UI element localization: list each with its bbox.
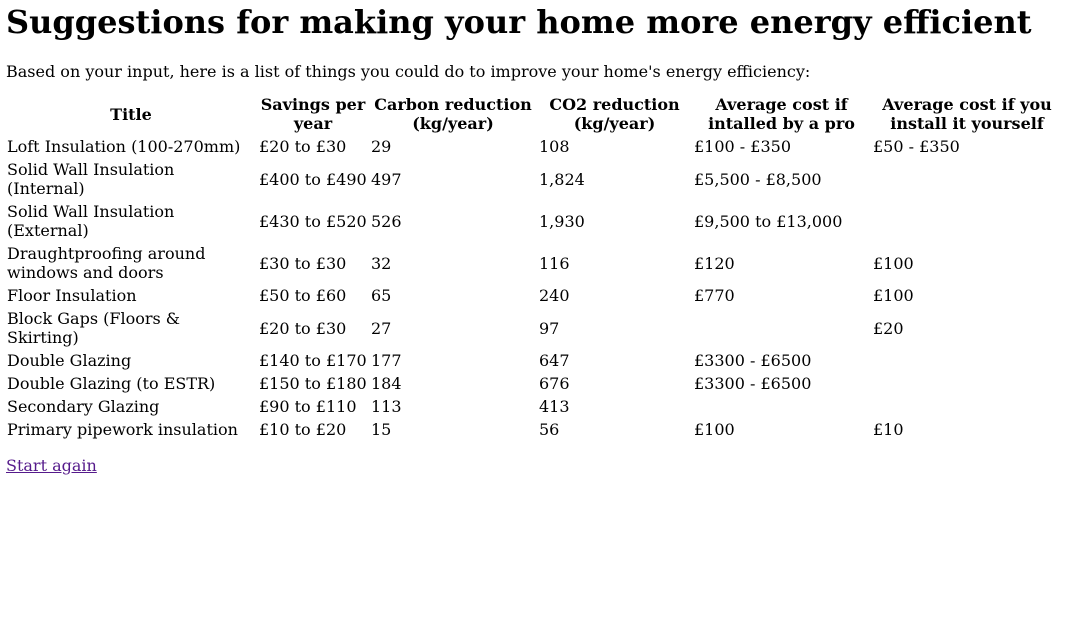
cell-co2: 56 <box>539 420 560 439</box>
cell-diy-cost: £50 - £350 <box>873 137 960 156</box>
cell-diy-cost <box>872 396 1062 417</box>
cell-diy-cost <box>872 159 1062 199</box>
cell-title: Loft Insulation (100-270mm) <box>7 137 241 156</box>
cell-savings: £150 to £180 <box>259 374 367 393</box>
table-row: Block Gaps (Floors & Skirting) £20 to £3… <box>6 308 1062 348</box>
cell-diy-cost: £10 <box>873 420 904 439</box>
cell-pro-cost <box>693 396 870 417</box>
cell-title: Solid Wall Insulation (Internal) <box>7 160 175 198</box>
cell-pro-cost: £120 <box>694 253 735 273</box>
cell-co2: 647 <box>539 351 570 370</box>
cell-savings: £50 to £60 <box>259 286 347 305</box>
table-row: Primary pipework insulation £10 to £20 1… <box>6 419 1062 440</box>
cell-savings: £20 to £30 <box>259 318 347 338</box>
start-again-link[interactable]: Start again <box>6 456 97 475</box>
cell-title: Secondary Glazing <box>7 397 160 416</box>
cell-co2: 676 <box>539 374 570 393</box>
suggestions-table: Title Savings per year Carbon reduction … <box>4 92 1064 442</box>
header-diy-cost: Average cost if you install it yourself <box>882 95 1052 133</box>
cell-carbon: 113 <box>371 397 402 416</box>
header-savings: Savings per year <box>260 95 366 133</box>
cell-diy-cost <box>872 350 1062 371</box>
cell-carbon: 497 <box>371 169 402 189</box>
cell-co2: 1,824 <box>539 169 585 189</box>
cell-savings: £30 to £30 <box>259 253 347 273</box>
cell-title: Floor Insulation <box>7 286 137 305</box>
cell-title: Primary pipework insulation <box>7 420 238 439</box>
cell-title: Block Gaps (Floors & Skirting) <box>7 309 181 347</box>
cell-carbon: 27 <box>371 318 392 338</box>
cell-carbon: 65 <box>371 286 392 305</box>
cell-co2: 413 <box>539 397 570 416</box>
cell-co2: 108 <box>539 137 570 156</box>
cell-pro-cost: £3300 - £6500 <box>694 374 812 393</box>
cell-savings: £140 to £170 <box>259 351 367 370</box>
cell-carbon: 29 <box>371 137 392 156</box>
cell-carbon: 184 <box>371 374 402 393</box>
table-row: Double Glazing (to ESTR) £150 to £180 18… <box>6 373 1062 394</box>
cell-savings: £430 to £520 <box>259 211 367 231</box>
cell-co2: 240 <box>539 286 570 305</box>
cell-pro-cost <box>693 308 870 348</box>
table-row: Solid Wall Insulation (External) £430 to… <box>6 201 1062 241</box>
cell-savings: £20 to £30 <box>259 137 347 156</box>
cell-co2: 97 <box>539 318 560 338</box>
cell-pro-cost: £5,500 - £8,500 <box>694 169 822 189</box>
cell-pro-cost: £100 - £350 <box>694 137 792 156</box>
cell-savings: £90 to £110 <box>259 397 357 416</box>
header-co2: CO2 reduction (kg/year) <box>549 95 680 133</box>
cell-diy-cost <box>872 373 1062 394</box>
cell-title: Solid Wall Insulation (External) <box>7 202 175 240</box>
table-row: Solid Wall Insulation (Internal) £400 to… <box>6 159 1062 199</box>
table-row: Draughtproofing around windows and doors… <box>6 243 1062 283</box>
header-carbon: Carbon reduction (kg/year) <box>374 95 532 133</box>
cell-savings: £400 to £490 <box>259 169 367 189</box>
cell-diy-cost: £100 <box>873 286 914 305</box>
cell-diy-cost: £20 <box>873 318 904 338</box>
cell-title: Double Glazing <box>7 351 132 370</box>
intro-text: Based on your input, here is a list of t… <box>6 62 811 81</box>
cell-savings: £10 to £20 <box>259 420 347 439</box>
cell-diy-cost <box>872 201 1062 241</box>
cell-pro-cost: £770 <box>694 286 735 305</box>
cell-co2: 1,930 <box>539 211 585 231</box>
cell-diy-cost: £100 <box>873 253 914 273</box>
cell-carbon: 15 <box>371 420 392 439</box>
cell-carbon: 526 <box>371 211 402 231</box>
page-title: Suggestions for making your home more en… <box>6 3 1032 41</box>
cell-pro-cost: £3300 - £6500 <box>694 351 812 370</box>
table-row: Loft Insulation (100-270mm) £20 to £30 2… <box>6 136 1062 157</box>
cell-title: Draughtproofing around windows and doors <box>7 244 206 282</box>
cell-co2: 116 <box>539 253 570 273</box>
header-pro-cost: Average cost if intalled by a pro <box>708 95 855 133</box>
cell-pro-cost: £9,500 to £13,000 <box>694 211 843 231</box>
table-header-row: Title Savings per year Carbon reduction … <box>6 94 1062 134</box>
cell-pro-cost: £100 <box>694 420 735 439</box>
cell-carbon: 177 <box>371 351 402 370</box>
table-row: Double Glazing £140 to £170 177 647 £330… <box>6 350 1062 371</box>
cell-title: Double Glazing (to ESTR) <box>7 374 216 393</box>
cell-carbon: 32 <box>371 253 392 273</box>
table-row: Floor Insulation £50 to £60 65 240 £770 … <box>6 285 1062 306</box>
table-row: Secondary Glazing £90 to £110 113 413 <box>6 396 1062 417</box>
header-title: Title <box>110 104 152 124</box>
